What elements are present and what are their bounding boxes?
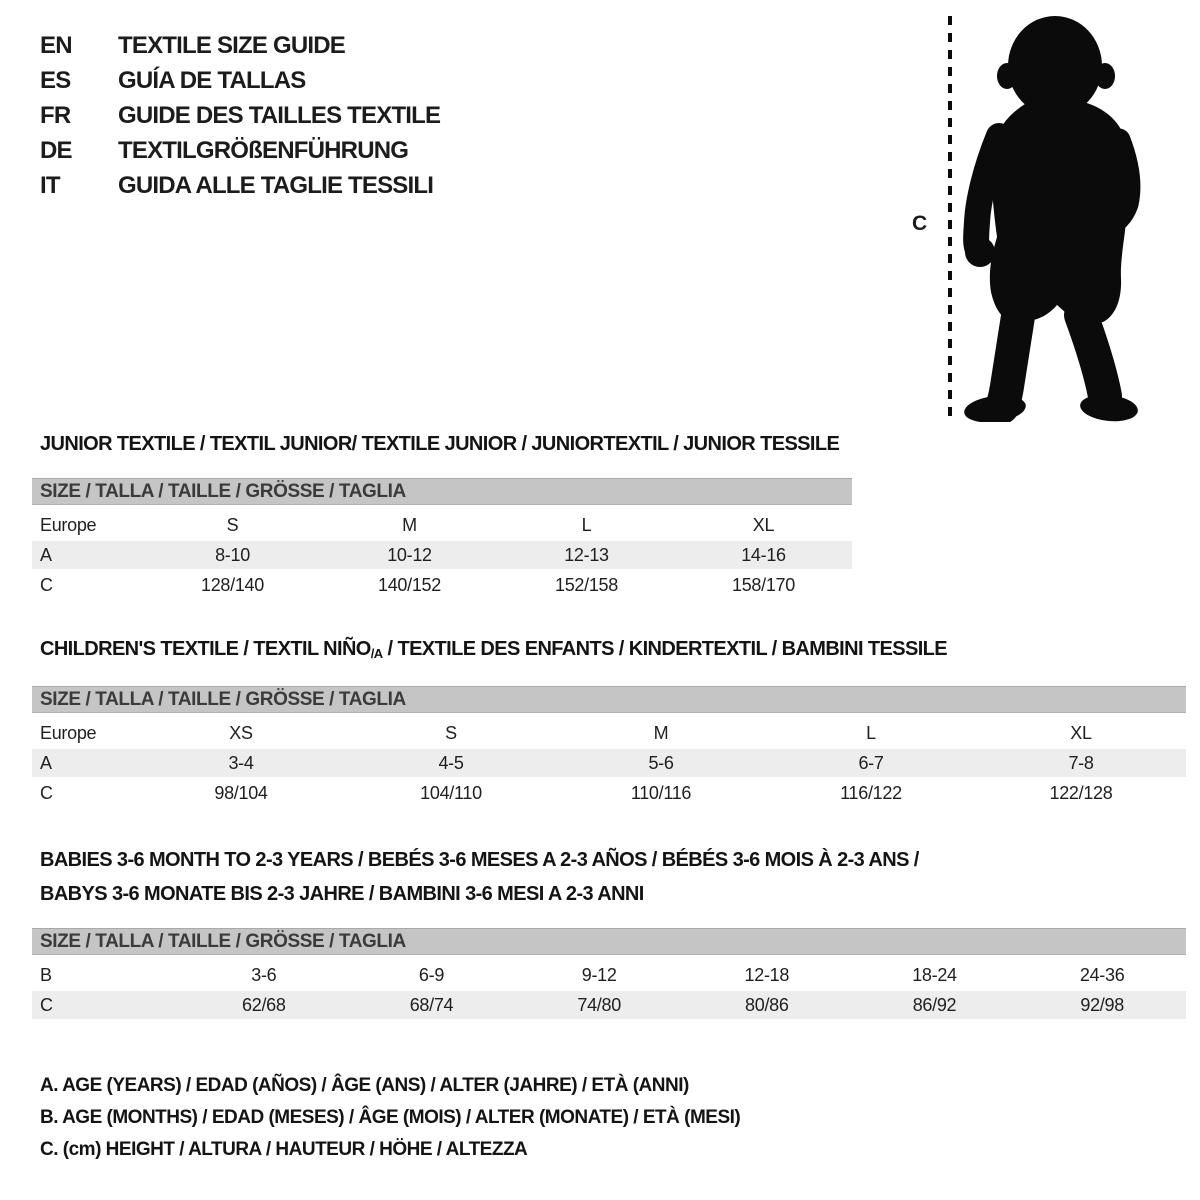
- table-cell: 6-9: [418, 964, 445, 985]
- table-cell: 14-16: [741, 544, 786, 565]
- table-cell: 98/104: [214, 782, 268, 803]
- table-cell: 4-5: [438, 752, 464, 773]
- col-header: Europe: [40, 514, 97, 535]
- lang-code: DE: [40, 136, 73, 164]
- table-cell: 62/68: [242, 994, 286, 1015]
- table-cell: 140/152: [378, 574, 441, 595]
- height-measure-label: C: [912, 212, 928, 235]
- lang-row-de: DE TEXTILGRÖßENFÜHRUNG: [40, 133, 440, 168]
- col-header: L: [581, 514, 592, 535]
- table-cell: 12-18: [744, 964, 790, 985]
- row-label: A: [40, 752, 52, 773]
- col-header: L: [866, 722, 876, 743]
- children-section-heading: CHILDREN'S TEXTILE / TEXTIL NIÑO/A / TEX…: [40, 638, 948, 661]
- table-cell: 7-8: [1068, 752, 1094, 773]
- children-heading-text: CHILDREN'S TEXTILE / TEXTIL NIÑO: [40, 638, 371, 660]
- row-label: C: [40, 994, 53, 1015]
- row-label: C: [40, 574, 53, 595]
- col-header: XS: [229, 722, 253, 743]
- col-header: S: [226, 514, 239, 535]
- table-cell: 18-24: [912, 964, 957, 985]
- measurement-legend: A. AGE (YEARS) / EDAD (AÑOS) / ÂGE (ANS)…: [40, 1070, 741, 1166]
- col-header: M: [402, 514, 417, 535]
- lang-row-en: EN TEXTILE SIZE GUIDE: [40, 28, 440, 63]
- col-header: M: [653, 722, 669, 743]
- row-label: B: [40, 964, 52, 985]
- table-cell: 158/170: [732, 574, 795, 595]
- row-label: C: [40, 782, 53, 803]
- table-cell: 92/98: [1080, 994, 1124, 1015]
- children-size-table: SIZE / TALLA / TAILLE / GRÖSSE / TAGLIA …: [32, 686, 1186, 809]
- height-dashed-line: [948, 16, 952, 416]
- baby-silhouette-icon: [963, 16, 1141, 422]
- children-heading-text: / TEXTILE DES ENFANTS / KINDERTEXTIL / B…: [382, 638, 948, 660]
- table-cell: 104/110: [420, 782, 482, 803]
- table-cell: 5-6: [648, 752, 674, 773]
- children-heading-sub: /A: [370, 646, 383, 661]
- table-cell: 86/92: [912, 994, 957, 1015]
- children-header-row: Europe XS S M L XL: [32, 719, 1186, 747]
- junior-row-age: A 8-10 10-12 12-13 14-16: [32, 541, 852, 569]
- junior-size-bar: SIZE / TALLA / TAILLE / GRÖSSE / TAGLIA: [32, 478, 852, 505]
- children-row-height: C 98/104 104/110 110/116 116/122 122/128: [32, 779, 1186, 807]
- table-cell: 10-12: [387, 544, 432, 565]
- junior-header-row: Europe S M L XL: [32, 511, 852, 539]
- table-cell: 3-4: [228, 752, 254, 773]
- legend-line-b: B. AGE (MONTHS) / EDAD (MESES) / ÂGE (MO…: [40, 1107, 741, 1128]
- table-cell: 152/158: [555, 574, 618, 595]
- lang-title: GUIDA ALLE TAGLIE TESSILI: [118, 171, 434, 199]
- table-cell: 122/128: [1049, 782, 1113, 803]
- lang-code: IT: [40, 171, 61, 199]
- lang-code: ES: [40, 66, 71, 94]
- lang-row-it: IT GUIDA ALLE TAGLIE TESSILI: [40, 168, 440, 203]
- col-header: Europe: [40, 722, 97, 743]
- babies-size-bar: SIZE / TALLA / TAILLE / GRÖSSE / TAGLIA: [32, 928, 1186, 955]
- babies-section-heading: BABIES 3-6 MONTH TO 2-3 YEARS / BEBÉS 3-…: [40, 843, 919, 911]
- table-cell: 6-7: [858, 752, 884, 773]
- babies-size-table: SIZE / TALLA / TAILLE / GRÖSSE / TAGLIA …: [32, 928, 1186, 1021]
- lang-title: TEXTILE SIZE GUIDE: [118, 31, 346, 59]
- babies-heading-line2: BABYS 3-6 MONATE BIS 2-3 JAHRE / BAMBINI…: [40, 883, 644, 905]
- row-label: A: [40, 544, 52, 565]
- language-title-list: EN TEXTILE SIZE GUIDE ES GUÍA DE TALLAS …: [40, 28, 441, 203]
- legend-line-c: C. (cm) HEIGHT / ALTURA / HAUTEUR / HÖHE…: [40, 1139, 528, 1160]
- lang-title: GUIDE DES TAILLES TEXTILE: [118, 101, 441, 129]
- table-cell: 9-12: [581, 964, 617, 985]
- col-header: S: [445, 722, 457, 743]
- lang-row-fr: FR GUIDE DES TAILLES TEXTILE: [40, 98, 441, 133]
- table-cell: 128/140: [201, 574, 264, 595]
- legend-line-a: A. AGE (YEARS) / EDAD (AÑOS) / ÂGE (ANS)…: [40, 1075, 689, 1096]
- col-header: XL: [1070, 722, 1092, 743]
- lang-code: EN: [40, 31, 73, 59]
- col-header: XL: [752, 514, 775, 535]
- children-size-bar: SIZE / TALLA / TAILLE / GRÖSSE / TAGLIA: [32, 686, 1186, 713]
- table-cell: 68/74: [409, 994, 454, 1015]
- junior-size-table: SIZE / TALLA / TAILLE / GRÖSSE / TAGLIA …: [32, 478, 852, 601]
- junior-section-heading: JUNIOR TEXTILE / TEXTIL JUNIOR/ TEXTILE …: [40, 433, 840, 455]
- babies-row-months: B 3-6 6-9 9-12 12-18 18-24 24-36: [32, 961, 1186, 989]
- lang-title: GUÍA DE TALLAS: [118, 66, 306, 94]
- lang-title: TEXTILGRÖßENFÜHRUNG: [118, 136, 409, 164]
- table-cell: 12-13: [564, 544, 609, 565]
- table-cell: 3-6: [251, 964, 277, 985]
- babies-heading-line1: BABIES 3-6 MONTH TO 2-3 YEARS / BEBÉS 3-…: [40, 849, 919, 871]
- table-cell: 110/116: [630, 782, 692, 803]
- lang-code: FR: [40, 101, 71, 129]
- lang-row-es: ES GUÍA DE TALLAS: [40, 63, 440, 98]
- table-cell: 8-10: [215, 544, 250, 565]
- children-row-age: A 3-4 4-5 5-6 6-7 7-8: [32, 749, 1186, 777]
- table-cell: 74/80: [577, 994, 621, 1015]
- table-cell: 80/86: [745, 994, 789, 1015]
- table-cell: 116/122: [840, 782, 902, 803]
- babies-row-height: C 62/68 68/74 74/80 80/86 86/92 92/98: [32, 991, 1186, 1019]
- junior-row-height: C 128/140 140/152 152/158 158/170: [32, 571, 852, 599]
- table-cell: 24-36: [1079, 964, 1125, 985]
